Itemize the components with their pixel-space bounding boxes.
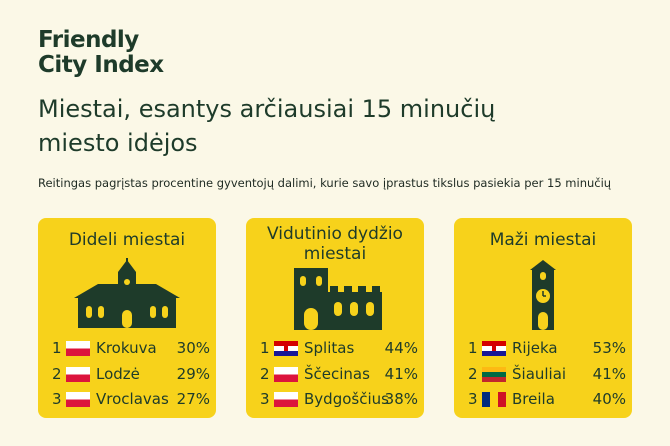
rank-row: 3 Vroclavas 27% bbox=[52, 388, 210, 410]
rank: 1 bbox=[260, 339, 270, 357]
rank-row: 3 Breila 40% bbox=[468, 388, 626, 410]
rank: 1 bbox=[468, 339, 478, 357]
flag bbox=[274, 392, 298, 407]
flag bbox=[482, 367, 506, 382]
city: Lodzė bbox=[96, 365, 140, 383]
rank-row: 2 Ščecinas 41% bbox=[260, 363, 418, 385]
subtitle: Reitingas pagrįstas procentine gyventojų… bbox=[38, 176, 612, 190]
card-title: Dideli miestai bbox=[68, 230, 186, 250]
logo-line: City Index bbox=[38, 52, 164, 78]
city: Vroclavas bbox=[96, 390, 169, 408]
rank: 2 bbox=[468, 365, 478, 383]
rank-row: 2 Šiauliai 41% bbox=[468, 363, 626, 385]
card-title: Maži miestai bbox=[489, 230, 597, 250]
city: Krokuva bbox=[96, 339, 157, 357]
flag bbox=[274, 341, 298, 356]
card: Maži miestai 1 Rijeka 53% 2 Šiauliai 41%… bbox=[454, 218, 632, 418]
card-title: Vidutinio dydžio miestai bbox=[267, 224, 403, 264]
share: 27% bbox=[176, 390, 210, 408]
share: 44% bbox=[384, 339, 418, 357]
rank: 3 bbox=[52, 390, 62, 408]
share: 30% bbox=[176, 339, 210, 357]
rank-row: 1 Splitas 44% bbox=[260, 337, 418, 359]
rank: 3 bbox=[468, 390, 478, 408]
rank-row: 1 Rijeka 53% bbox=[468, 337, 626, 359]
rank-row: 2 Lodzė 29% bbox=[52, 363, 210, 385]
share: 40% bbox=[592, 390, 626, 408]
icon-town-hall bbox=[74, 258, 180, 328]
share: 29% bbox=[176, 365, 210, 383]
rank-row: 1 Krokuva 30% bbox=[52, 337, 210, 359]
logo: Friendly City Index bbox=[38, 28, 164, 78]
rank: 3 bbox=[260, 390, 270, 408]
flag bbox=[274, 367, 298, 382]
city: Breila bbox=[512, 390, 555, 408]
city: Šiauliai bbox=[512, 365, 567, 383]
rank: 2 bbox=[52, 365, 62, 383]
flag bbox=[66, 392, 90, 407]
flag bbox=[482, 341, 506, 356]
rank-row: 3 Bydgoščius 38% bbox=[260, 388, 418, 410]
icon-clock-tower bbox=[530, 260, 556, 330]
share: 41% bbox=[592, 365, 626, 383]
share: 38% bbox=[384, 390, 418, 408]
card: Vidutinio dydžio miestai 1 Splitas 44% 2… bbox=[246, 218, 424, 418]
city: Rijeka bbox=[512, 339, 558, 357]
share: 53% bbox=[592, 339, 626, 357]
rank: 2 bbox=[260, 365, 270, 383]
rank: 1 bbox=[52, 339, 62, 357]
heading: Miestai, esantys arčiausiai 15 minučių m… bbox=[38, 95, 496, 157]
icon-castle bbox=[294, 268, 382, 330]
logo-line: Friendly bbox=[38, 27, 139, 53]
flag bbox=[482, 392, 506, 407]
card: Dideli miestai 1 Krokuva 30% 2 Lodzė 29%… bbox=[38, 218, 216, 418]
city: Splitas bbox=[304, 339, 355, 357]
flag bbox=[66, 367, 90, 382]
city: Bydgoščius bbox=[304, 390, 389, 408]
share: 41% bbox=[384, 365, 418, 383]
flag bbox=[66, 341, 90, 356]
city: Ščecinas bbox=[304, 365, 370, 383]
